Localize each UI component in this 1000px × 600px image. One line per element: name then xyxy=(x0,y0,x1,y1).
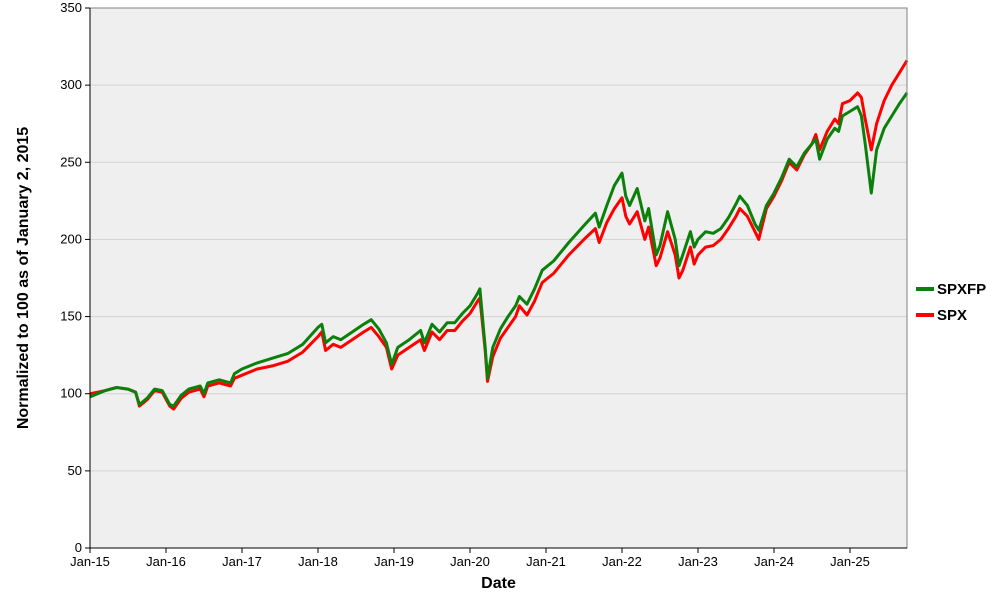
x-tick-label: Jan-15 xyxy=(70,554,110,569)
legend: SPXFP SPX xyxy=(916,281,986,324)
legend-label-spx: SPX xyxy=(937,307,967,324)
x-tick-label: Jan-18 xyxy=(298,554,338,569)
y-axis-title: Normalized to 100 as of January 2, 2015 xyxy=(15,127,32,429)
x-tick-label: Jan-17 xyxy=(222,554,262,569)
y-tick-label: 350 xyxy=(60,0,82,15)
plot-area xyxy=(90,8,907,548)
x-tick-label: Jan-19 xyxy=(374,554,414,569)
y-tick-label: 250 xyxy=(60,154,82,169)
y-tick-label: 0 xyxy=(75,540,82,555)
x-tick-label: Jan-20 xyxy=(450,554,490,569)
y-tick-label: 150 xyxy=(60,309,82,324)
legend-label-spxfp: SPXFP xyxy=(937,281,986,298)
x-tick-label: Jan-25 xyxy=(830,554,870,569)
y-tick-label: 300 xyxy=(60,77,82,92)
series-line-spx xyxy=(89,59,909,411)
series-line-spxfp xyxy=(89,92,909,408)
x-axis-title: Date xyxy=(481,575,516,592)
x-tick-label: Jan-23 xyxy=(678,554,718,569)
series-lines xyxy=(89,59,909,411)
y-axis: 0 50 100 150 200 250 300 350 xyxy=(60,0,91,555)
x-tick-label: Jan-16 xyxy=(146,554,186,569)
x-tick-label: Jan-24 xyxy=(754,554,794,569)
y-tick-label: 50 xyxy=(68,463,82,478)
x-axis: Jan-15 Jan-16 Jan-17 Jan-18 Jan-19 Jan-20 Jan-… xyxy=(70,547,907,569)
y-tick-label: 100 xyxy=(60,386,82,401)
x-tick-label: Jan-21 xyxy=(526,554,566,569)
x-tick-label: Jan-22 xyxy=(602,554,642,569)
y-tick-label: 200 xyxy=(60,231,82,246)
